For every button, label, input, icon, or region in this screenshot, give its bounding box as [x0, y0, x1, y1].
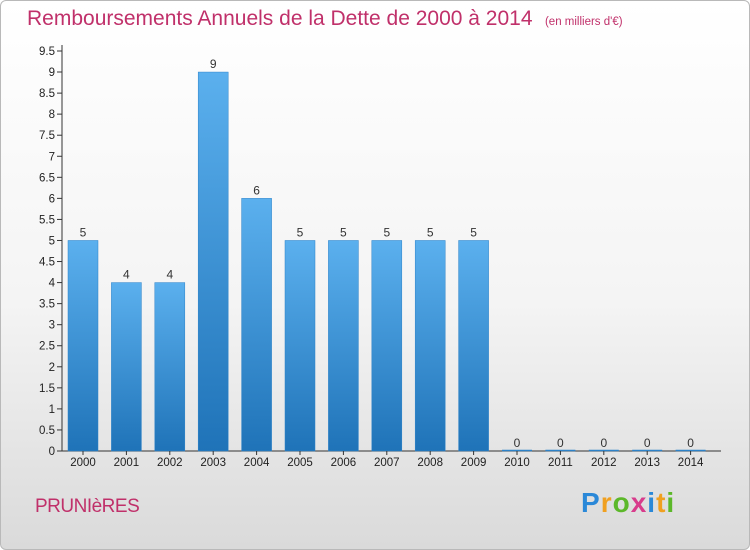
y-tick-label: 6.5	[39, 172, 55, 184]
value-label-2012: 0	[600, 436, 607, 450]
x-tick-label: 2009	[461, 457, 487, 469]
x-tick-label: 2004	[244, 457, 270, 469]
bar-2004	[241, 198, 272, 452]
bar-2007	[371, 240, 403, 452]
chart-title: Remboursements Annuels de la Dette de 20…	[27, 7, 533, 30]
value-label-2001: 4	[123, 268, 130, 282]
chart-bars	[67, 71, 706, 452]
x-tick-label: 2012	[591, 457, 617, 469]
y-tick-label: 5.5	[39, 214, 55, 226]
x-tick-label: 2000	[70, 457, 96, 469]
brand-letter: i	[647, 487, 657, 518]
x-tick-label: 2002	[157, 457, 183, 469]
y-tick-label: 0.5	[39, 425, 55, 437]
chart-x-ticks: 2000 2001 2002 2003 2004 2005 2006 2007 2008 2009…	[70, 451, 704, 469]
y-tick-label: 4	[49, 278, 56, 290]
y-tick-label: 9	[49, 67, 55, 79]
chart-y-ticks: 0 0.5 1 1.5 2 2.5 3 3.5 4 4.5 5 5.5 6 6.5 7 7.5 8 8.5 9 9.5	[39, 46, 62, 458]
bar-2005	[284, 240, 316, 452]
y-tick-label: 8	[49, 109, 55, 121]
value-label-2003: 9	[210, 57, 217, 71]
value-label-2006: 5	[340, 225, 347, 239]
value-label-2014: 0	[687, 436, 694, 450]
brand-logo: Proxiti	[581, 487, 675, 519]
chart-title-row: Remboursements Annuels de la Dette de 20…	[27, 7, 623, 31]
value-label-2011: 0	[557, 436, 564, 450]
x-tick-label: 2014	[678, 457, 704, 469]
y-tick-label: 1.5	[39, 383, 55, 395]
x-tick-label: 2007	[374, 457, 400, 469]
value-label-2004: 6	[253, 183, 260, 197]
value-label-2002: 4	[166, 268, 173, 282]
value-label-2000: 5	[80, 225, 87, 239]
y-tick-label: 3.5	[39, 299, 55, 311]
bar-2002	[154, 282, 186, 452]
y-tick-label: 8.5	[39, 88, 55, 100]
brand-letter: o	[612, 487, 631, 518]
brand-letter: P	[581, 487, 601, 518]
brand-letter: t	[656, 487, 667, 518]
bar-2000	[67, 240, 99, 452]
y-tick-label: 7.5	[39, 130, 55, 142]
x-tick-label: 2006	[331, 457, 357, 469]
y-tick-label: 6	[49, 193, 55, 205]
value-label-2005: 5	[297, 225, 304, 239]
y-tick-label: 5	[49, 235, 55, 247]
value-label-2009: 5	[470, 225, 477, 239]
bar-2001	[111, 282, 142, 452]
y-tick-label: 2.5	[39, 341, 55, 353]
x-tick-label: 2010	[504, 457, 530, 469]
bar-2009	[458, 240, 489, 452]
y-tick-label: 7	[49, 151, 55, 163]
x-tick-label: 2003	[200, 457, 226, 469]
chart-subtitle: (en milliers d'€)	[544, 16, 623, 28]
bar-2008	[414, 240, 446, 452]
bar-2006	[328, 240, 359, 452]
brand-letter: r	[600, 487, 613, 518]
y-tick-label: 4.5	[39, 257, 55, 269]
chart-value-labels: 5 4 4 9 6 5 5 5 5 5 0 0 0 0 0	[80, 57, 695, 450]
y-tick-label: 2	[49, 362, 55, 374]
value-label-2008: 5	[427, 225, 434, 239]
y-tick-label: 1	[49, 404, 55, 416]
y-tick-label: 3	[49, 320, 55, 332]
y-tick-label: 9.5	[39, 46, 55, 58]
brand-letter: x	[630, 487, 648, 518]
y-tick-label: 0	[49, 446, 55, 458]
commune-name: PRUNIèRES	[35, 496, 140, 517]
x-tick-label: 2001	[114, 457, 140, 469]
x-tick-label: 2013	[634, 457, 660, 469]
bar-2003	[197, 71, 229, 452]
x-tick-label: 2008	[417, 457, 443, 469]
x-tick-label: 2011	[548, 457, 573, 469]
value-label-2013: 0	[644, 436, 651, 450]
x-tick-label: 2005	[287, 457, 313, 469]
value-label-2010: 0	[514, 436, 521, 450]
value-label-2007: 5	[383, 225, 390, 239]
brand-letter: i	[666, 487, 676, 518]
